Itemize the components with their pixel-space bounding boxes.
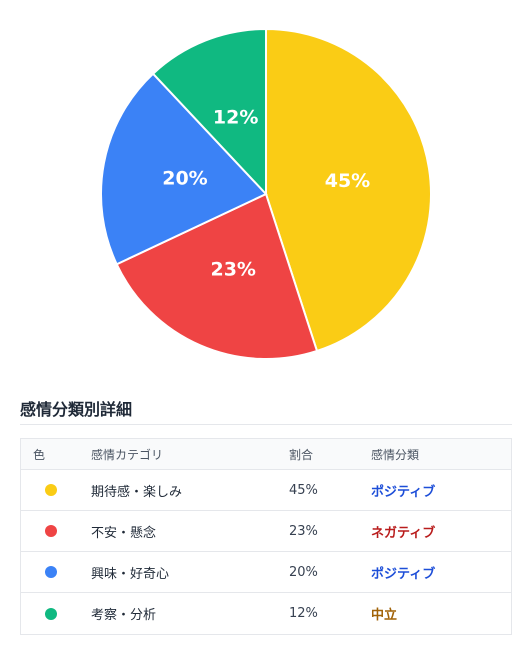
color-dot-icon bbox=[45, 484, 57, 496]
emotion-table: 色 感情カテゴリ 割合 感情分類 期待感・楽しみ 45% ポジティブ 不安・懸念… bbox=[20, 438, 512, 635]
pie-slice bbox=[100, 72, 268, 266]
color-dot-icon bbox=[45, 566, 57, 578]
color-cell bbox=[33, 552, 83, 592]
table-row: 不安・懸念 23% ネガティブ bbox=[21, 511, 511, 552]
table-row: 興味・好奇心 20% ポジティブ bbox=[21, 552, 511, 593]
color-cell bbox=[33, 593, 83, 634]
pie-slice-label: 23% bbox=[210, 259, 255, 281]
classification-cell: ポジティブ bbox=[371, 484, 436, 500]
ratio-cell: 45% bbox=[289, 482, 318, 498]
table-header-row: 色 感情カテゴリ 割合 感情分類 bbox=[21, 439, 511, 470]
header-classification: 感情分類 bbox=[371, 447, 420, 462]
classification-cell: 中立 bbox=[371, 608, 398, 623]
color-dot-icon bbox=[45, 525, 57, 537]
category-cell: 不安・懸念 bbox=[91, 525, 157, 541]
pie-slice bbox=[151, 27, 267, 197]
classification-cell: ネガティブ bbox=[371, 525, 436, 541]
color-cell bbox=[33, 511, 83, 551]
ratio-cell: 12% bbox=[289, 606, 318, 621]
ratio-cell: 23% bbox=[289, 523, 318, 539]
section-title: 感情分類別詳細 bbox=[20, 400, 133, 419]
category-cell: 考察・分析 bbox=[91, 608, 157, 623]
pie-slice-label: 45% bbox=[325, 170, 370, 192]
title-divider bbox=[20, 424, 512, 425]
header-ratio: 割合 bbox=[289, 447, 314, 462]
color-dot-icon bbox=[45, 607, 57, 620]
header-color: 色 bbox=[33, 447, 46, 462]
pie-slice bbox=[265, 27, 432, 353]
pie-slice-label: 12% bbox=[213, 106, 258, 128]
pie-slice-label: 20% bbox=[162, 168, 207, 190]
pie-chart: 45% 23% 20% 12% bbox=[100, 27, 432, 360]
color-cell bbox=[33, 470, 83, 510]
table-row: 考察・分析 12% 中立 bbox=[21, 593, 511, 634]
table-row: 期待感・楽しみ 45% ポジティブ bbox=[21, 470, 511, 511]
header-category: 感情カテゴリ bbox=[91, 447, 164, 462]
classification-cell: ポジティブ bbox=[371, 566, 436, 582]
category-cell: 興味・好奇心 bbox=[91, 566, 170, 582]
category-cell: 期待感・楽しみ bbox=[91, 484, 183, 500]
pie-slice bbox=[115, 192, 319, 360]
ratio-cell: 20% bbox=[289, 564, 318, 580]
